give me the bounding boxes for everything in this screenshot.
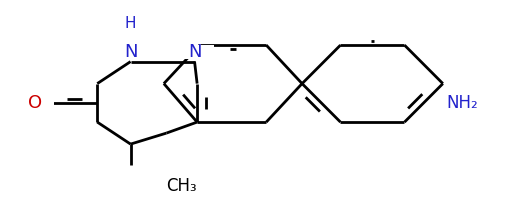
Text: CH₃: CH₃	[166, 177, 197, 195]
FancyBboxPatch shape	[115, 17, 146, 29]
Text: O: O	[28, 94, 42, 112]
Text: NH₂: NH₂	[446, 94, 478, 112]
Text: N: N	[188, 43, 201, 61]
Text: H: H	[125, 16, 136, 31]
FancyBboxPatch shape	[151, 179, 212, 193]
FancyBboxPatch shape	[111, 44, 150, 59]
Text: N: N	[124, 43, 137, 61]
FancyBboxPatch shape	[175, 44, 214, 59]
FancyBboxPatch shape	[15, 96, 54, 110]
